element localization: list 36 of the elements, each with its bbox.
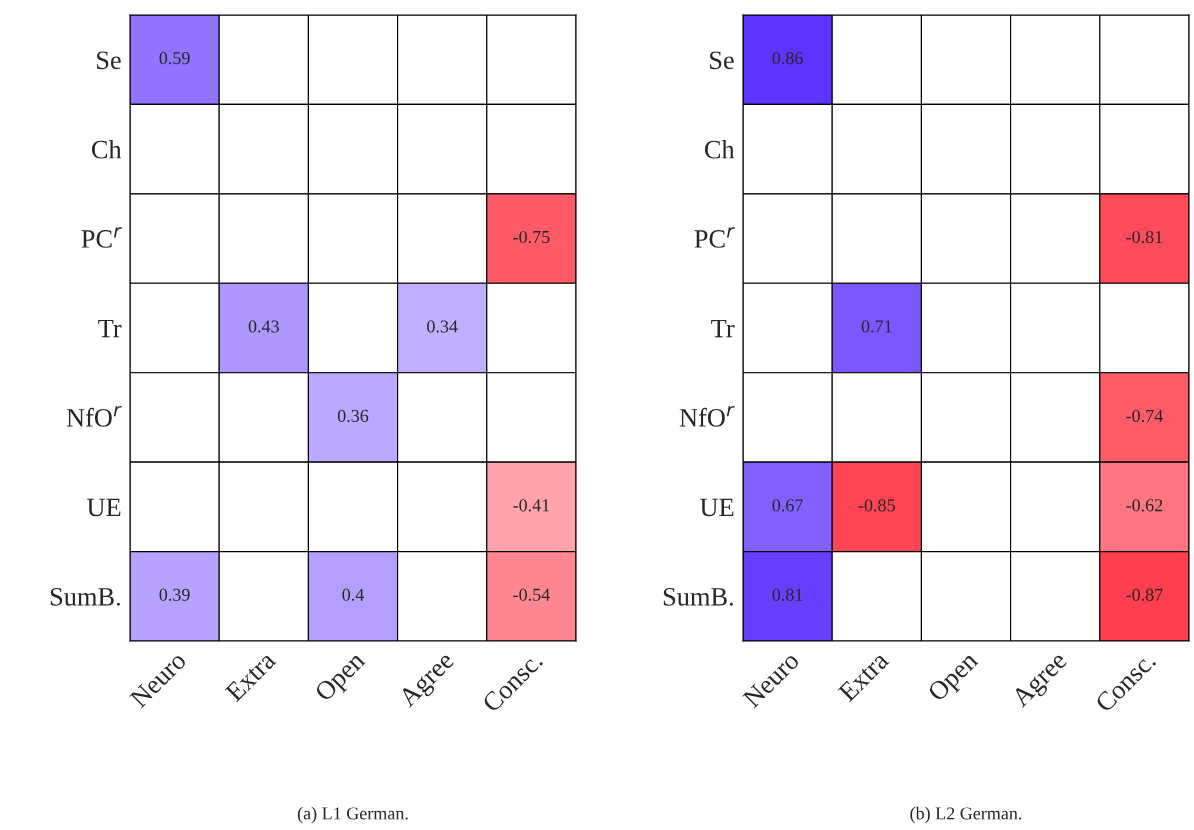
y-tick-label: NfO$^{r}$: [679, 406, 735, 427]
data-label: 0.34: [427, 320, 458, 333]
data-label: 0.67: [772, 499, 803, 512]
data-label: 0.86: [772, 52, 803, 65]
y-tick-label: Tr: [98, 319, 122, 338]
y-tick-label: PC$^{r}$: [694, 227, 735, 248]
y-tick-label: SumB.: [663, 587, 733, 606]
data-label: 0.36: [337, 409, 369, 423]
data-label: 0.59: [159, 52, 190, 65]
text: (b) L2 German.: [910, 806, 1022, 824]
y-tick-label: UE: [87, 498, 121, 517]
data-label: -0.54: [513, 588, 550, 601]
y-tick-label: UE: [700, 498, 734, 517]
y-tick-label: Ch: [704, 139, 735, 159]
data-label: -0.74: [1126, 409, 1163, 423]
text: (a) L1 German.: [297, 806, 408, 824]
x-tick-label: Open: [313, 650, 370, 706]
data-label: -0.62: [1126, 499, 1163, 512]
y-tick-label: SumB.: [50, 587, 120, 606]
data-label: -0.81: [1126, 230, 1163, 244]
y-tick-label: Se: [710, 51, 734, 70]
data-label: 0.43: [248, 320, 279, 333]
data-label: 0.4: [342, 588, 364, 601]
data-label: 0.71: [861, 320, 892, 333]
data-label: -0.41: [513, 499, 550, 512]
y-tick-label: Ch: [91, 139, 122, 159]
y-tick-label: PC$^{r}$: [81, 227, 122, 248]
y-tick-label: Se: [97, 51, 121, 70]
data-label: -0.87: [1126, 588, 1163, 601]
y-tick-label: NfO$^{r}$: [66, 406, 122, 427]
data-label: 0.81: [772, 588, 803, 601]
x-tick-label: Open: [926, 650, 983, 706]
data-label: -0.75: [513, 230, 550, 244]
data-label: 0.39: [159, 588, 190, 601]
data-label: -0.85: [858, 499, 895, 512]
y-tick-label: Tr: [711, 319, 735, 338]
